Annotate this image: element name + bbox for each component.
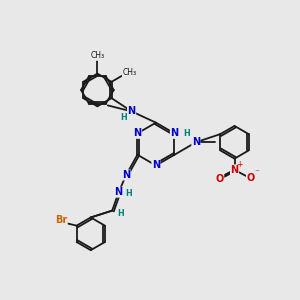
Text: O: O: [215, 174, 224, 184]
Text: N: N: [133, 128, 142, 138]
Text: N: N: [152, 160, 160, 170]
Text: N: N: [115, 187, 123, 197]
Text: H: H: [125, 189, 132, 198]
Text: ⁻: ⁻: [254, 168, 259, 177]
Text: H: H: [184, 130, 190, 139]
Text: +: +: [237, 160, 243, 169]
Text: H: H: [118, 209, 124, 218]
Text: Br: Br: [55, 215, 67, 225]
Text: N: N: [192, 137, 200, 147]
Text: N: N: [128, 106, 136, 116]
Text: N: N: [230, 165, 238, 175]
Text: CH₃: CH₃: [90, 51, 104, 60]
Text: CH₃: CH₃: [122, 68, 136, 77]
Text: N: N: [170, 128, 178, 138]
Text: H: H: [120, 113, 127, 122]
Text: N: N: [122, 170, 130, 180]
Text: O: O: [246, 173, 255, 183]
